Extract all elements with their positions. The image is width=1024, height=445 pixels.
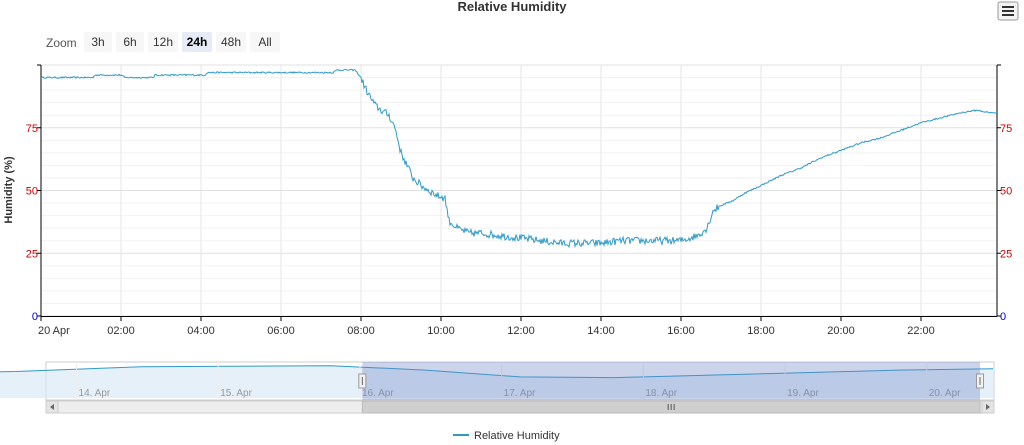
x-tick-label: 08:00 xyxy=(347,325,375,337)
zoom-button-all[interactable]: All xyxy=(250,32,280,52)
y-tick-label: 0 xyxy=(1000,311,1006,323)
series-line-relative-humidity xyxy=(40,68,998,249)
navigator-selection[interactable] xyxy=(362,362,980,400)
navigator-date-label: 15. Apr xyxy=(220,388,252,399)
x-tick-label: 04:00 xyxy=(187,325,215,337)
x-tick-label: 16:00 xyxy=(667,325,695,337)
x-tick-label: 10:00 xyxy=(427,325,455,337)
navigator-date-label: 18. Apr xyxy=(645,388,677,399)
y-axis-left: 0 25 50 75 xyxy=(26,64,41,323)
x-tick-label: 20:00 xyxy=(827,325,855,337)
x-tick-label: 20 Apr xyxy=(38,325,70,337)
zoom-buttons: 3h 6h 12h 24h 48h All xyxy=(84,32,280,52)
x-tick-label: 14:00 xyxy=(587,325,615,337)
legend-item-relative-humidity[interactable]: Relative Humidity xyxy=(453,430,560,442)
navigator-scrollbar[interactable] xyxy=(45,400,995,414)
zoom-button-3h[interactable]: 3h xyxy=(84,32,112,52)
y-tick-label: 50 xyxy=(1000,186,1012,198)
y-axis-right: 0 25 50 75 xyxy=(997,64,1012,323)
navigator-line xyxy=(0,365,994,379)
y-axis-title: Humidity (%) xyxy=(3,156,15,224)
zoom-button-label: 6h xyxy=(123,35,136,49)
navigator-date-labels: 14. Apr 15. Apr 16. Apr 17. Apr 18. Apr 19. A… xyxy=(76,362,961,400)
chart-menu-button[interactable] xyxy=(997,1,1019,21)
hamburger-icon xyxy=(1002,6,1014,16)
y-tick-label: 50 xyxy=(26,186,38,198)
navigator-area xyxy=(0,365,993,398)
navigator-date-label: 19. Apr xyxy=(787,388,819,399)
zoom-button-label: 3h xyxy=(91,35,104,49)
y-tick-label: 75 xyxy=(26,123,38,135)
arrow-right-icon xyxy=(986,404,990,410)
navigator[interactable]: 14. Apr 15. Apr 16. Apr 17. Apr 18. Apr 19. A… xyxy=(0,361,995,401)
x-tick-label: 22:00 xyxy=(907,325,935,337)
navigator-date-label: 16. Apr xyxy=(362,388,394,399)
zoom-button-label: 24h xyxy=(187,35,208,49)
navigator-date-label: 20. Apr xyxy=(929,388,961,399)
navigator-handle-right[interactable] xyxy=(976,373,984,389)
chart-title: Relative Humidity xyxy=(457,0,567,14)
y-tick-label: 25 xyxy=(26,248,38,260)
navigator-date-label: 14. Apr xyxy=(79,388,111,399)
legend-label: Relative Humidity xyxy=(474,430,560,442)
y-tick-label: 75 xyxy=(1000,123,1012,135)
zoom-label: Zoom xyxy=(46,36,77,50)
arrow-left-icon xyxy=(50,404,54,410)
zoom-button-label: 12h xyxy=(153,35,173,49)
zoom-button-6h[interactable]: 6h xyxy=(116,32,144,52)
zoom-button-label: 48h xyxy=(221,35,241,49)
zoom-button-12h[interactable]: 12h xyxy=(148,32,178,52)
scroll-left-button[interactable] xyxy=(45,400,59,414)
x-tick-label: 02:00 xyxy=(107,325,135,337)
navigator-date-label: 17. Apr xyxy=(504,388,536,399)
x-tick-label: 06:00 xyxy=(267,325,295,337)
scroll-right-button[interactable] xyxy=(981,400,995,414)
x-tick-label: 18:00 xyxy=(747,325,775,337)
grip-icon xyxy=(667,404,675,410)
navigator-handle-left[interactable] xyxy=(358,373,367,389)
x-axis: 20 Apr 02:00 04:00 06:00 08:00 10:00 12:00 14:0… xyxy=(38,316,935,337)
y-tick-label: 0 xyxy=(32,311,38,323)
y-tick-label: 25 xyxy=(1000,248,1012,260)
grid-minor xyxy=(41,77,997,304)
zoom-button-48h[interactable]: 48h xyxy=(216,32,246,52)
x-tick-label: 12:00 xyxy=(507,325,535,337)
zoom-button-label: All xyxy=(258,35,271,49)
zoom-button-24h[interactable]: 24h xyxy=(182,32,212,52)
